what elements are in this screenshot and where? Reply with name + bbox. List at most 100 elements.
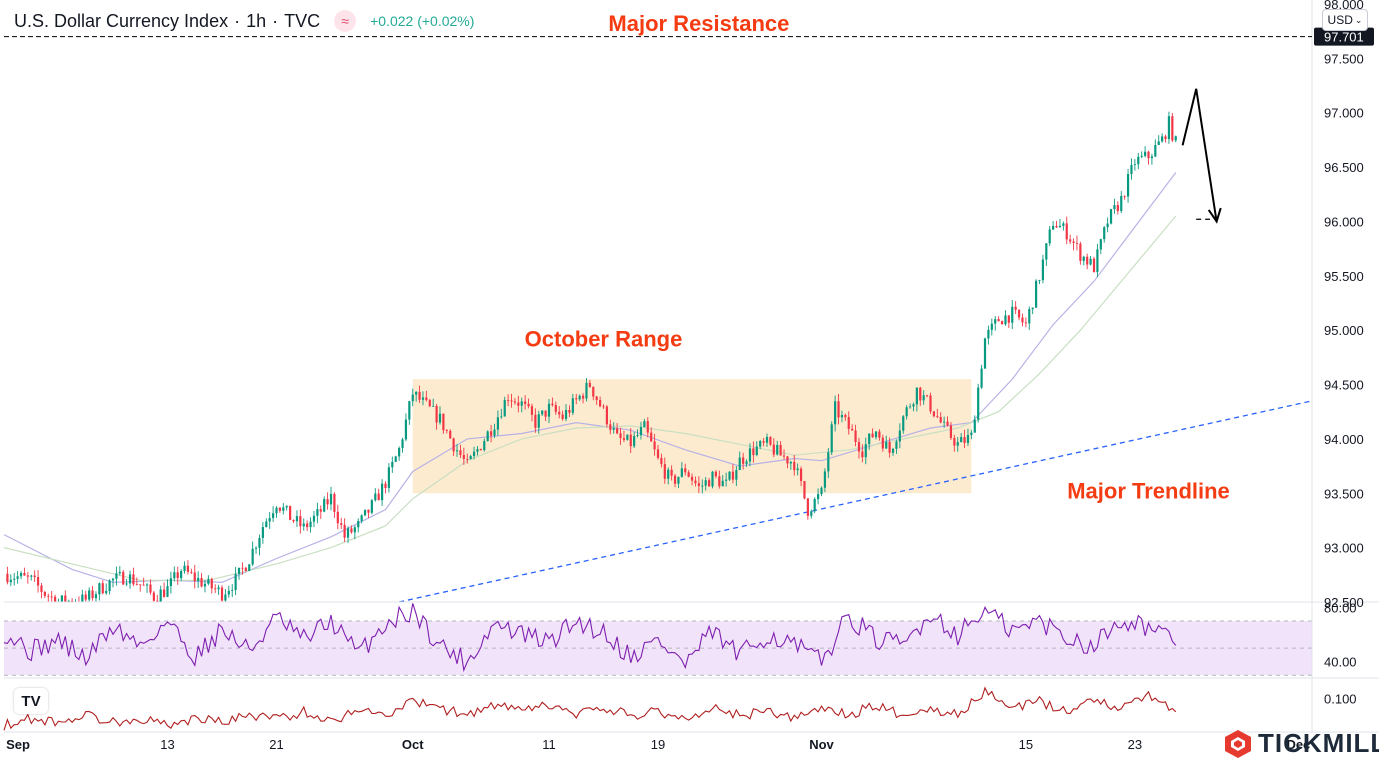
candle [977,387,980,420]
x-tick-label: 13 [160,737,174,752]
candle [813,499,816,512]
candle [1092,258,1096,273]
candle [1004,315,1007,325]
oscillator-pane[interactable] [3,686,1177,731]
candle [71,600,74,602]
candle [1048,229,1051,244]
candle [135,584,138,586]
candle [306,523,309,528]
candle [704,480,707,486]
candle [78,603,80,604]
candle [1014,306,1017,310]
candle [81,594,84,602]
candle [554,405,557,412]
candle [534,414,537,428]
candle [684,468,687,473]
rsi-tick-label: 40.00 [1324,655,1357,670]
candle [1120,195,1123,212]
tradingview-icon[interactable]: TV [14,688,48,714]
interval-label[interactable]: 1h [246,10,267,31]
candle [1140,155,1143,157]
candle [152,592,155,601]
candle [370,500,373,513]
candle [476,449,479,452]
currency-label: USD [1327,13,1353,27]
candle [585,382,588,399]
candle [820,487,823,495]
candle [156,600,159,602]
candle [851,428,854,431]
candle [200,577,203,587]
candle [9,579,12,583]
candle [960,437,963,443]
tickmill-mark-icon [1225,729,1251,758]
candle [162,589,166,597]
candle [973,419,976,433]
symbol-title[interactable]: U.S. Dollar Currency Index [14,10,229,31]
y-tick-label: 93.500 [1324,486,1364,501]
candle [568,409,571,413]
x-tick-label: Nov [809,737,834,752]
candle [203,583,207,587]
candle [1154,144,1157,157]
candle [718,476,721,487]
candle [57,601,60,602]
x-tick-label: 23 [1128,737,1142,752]
candle [275,507,278,514]
candle [132,574,135,585]
moving-average-line [4,215,1177,581]
candle [309,521,312,528]
candle [268,518,271,522]
candle [346,528,350,538]
candle [830,424,833,453]
candle [619,433,622,439]
candle [643,421,646,428]
candle [806,498,809,516]
candle [694,480,697,484]
candle [1123,195,1126,197]
candle [571,398,574,413]
candle [581,395,585,399]
candle [564,409,568,419]
candle [983,338,987,369]
candle [60,595,64,602]
candle [1113,205,1116,210]
candle [289,505,292,521]
candle [1171,116,1174,141]
candle [861,451,864,458]
candle [946,421,949,426]
candle [701,485,704,487]
candle [592,386,595,397]
candle [421,397,425,400]
candle [1143,151,1147,156]
candle [350,528,353,533]
candle [742,457,745,464]
candle [541,410,544,415]
candle [956,442,959,446]
candle [755,446,758,456]
price-pane[interactable] [4,111,1312,611]
candle [455,450,459,452]
candle [159,589,162,602]
candle [285,505,288,508]
candle [735,470,738,480]
candle [145,584,149,586]
rsi-pane[interactable] [3,603,1312,676]
currency-select[interactable]: USD ⌄ [1322,9,1368,31]
candle [115,573,118,579]
x-tick-label: Sep [6,737,30,752]
candle [1079,243,1082,261]
candle [74,603,76,604]
y-tick-label: 95.000 [1324,323,1364,338]
candle [878,431,881,438]
candle [653,441,656,450]
candle [776,444,779,455]
candle [367,509,370,513]
candle [1058,225,1062,228]
candle [939,417,942,423]
candle [772,444,775,455]
waves-icon[interactable]: ≈ [334,10,357,32]
candle [943,421,946,423]
candle [1011,306,1014,323]
